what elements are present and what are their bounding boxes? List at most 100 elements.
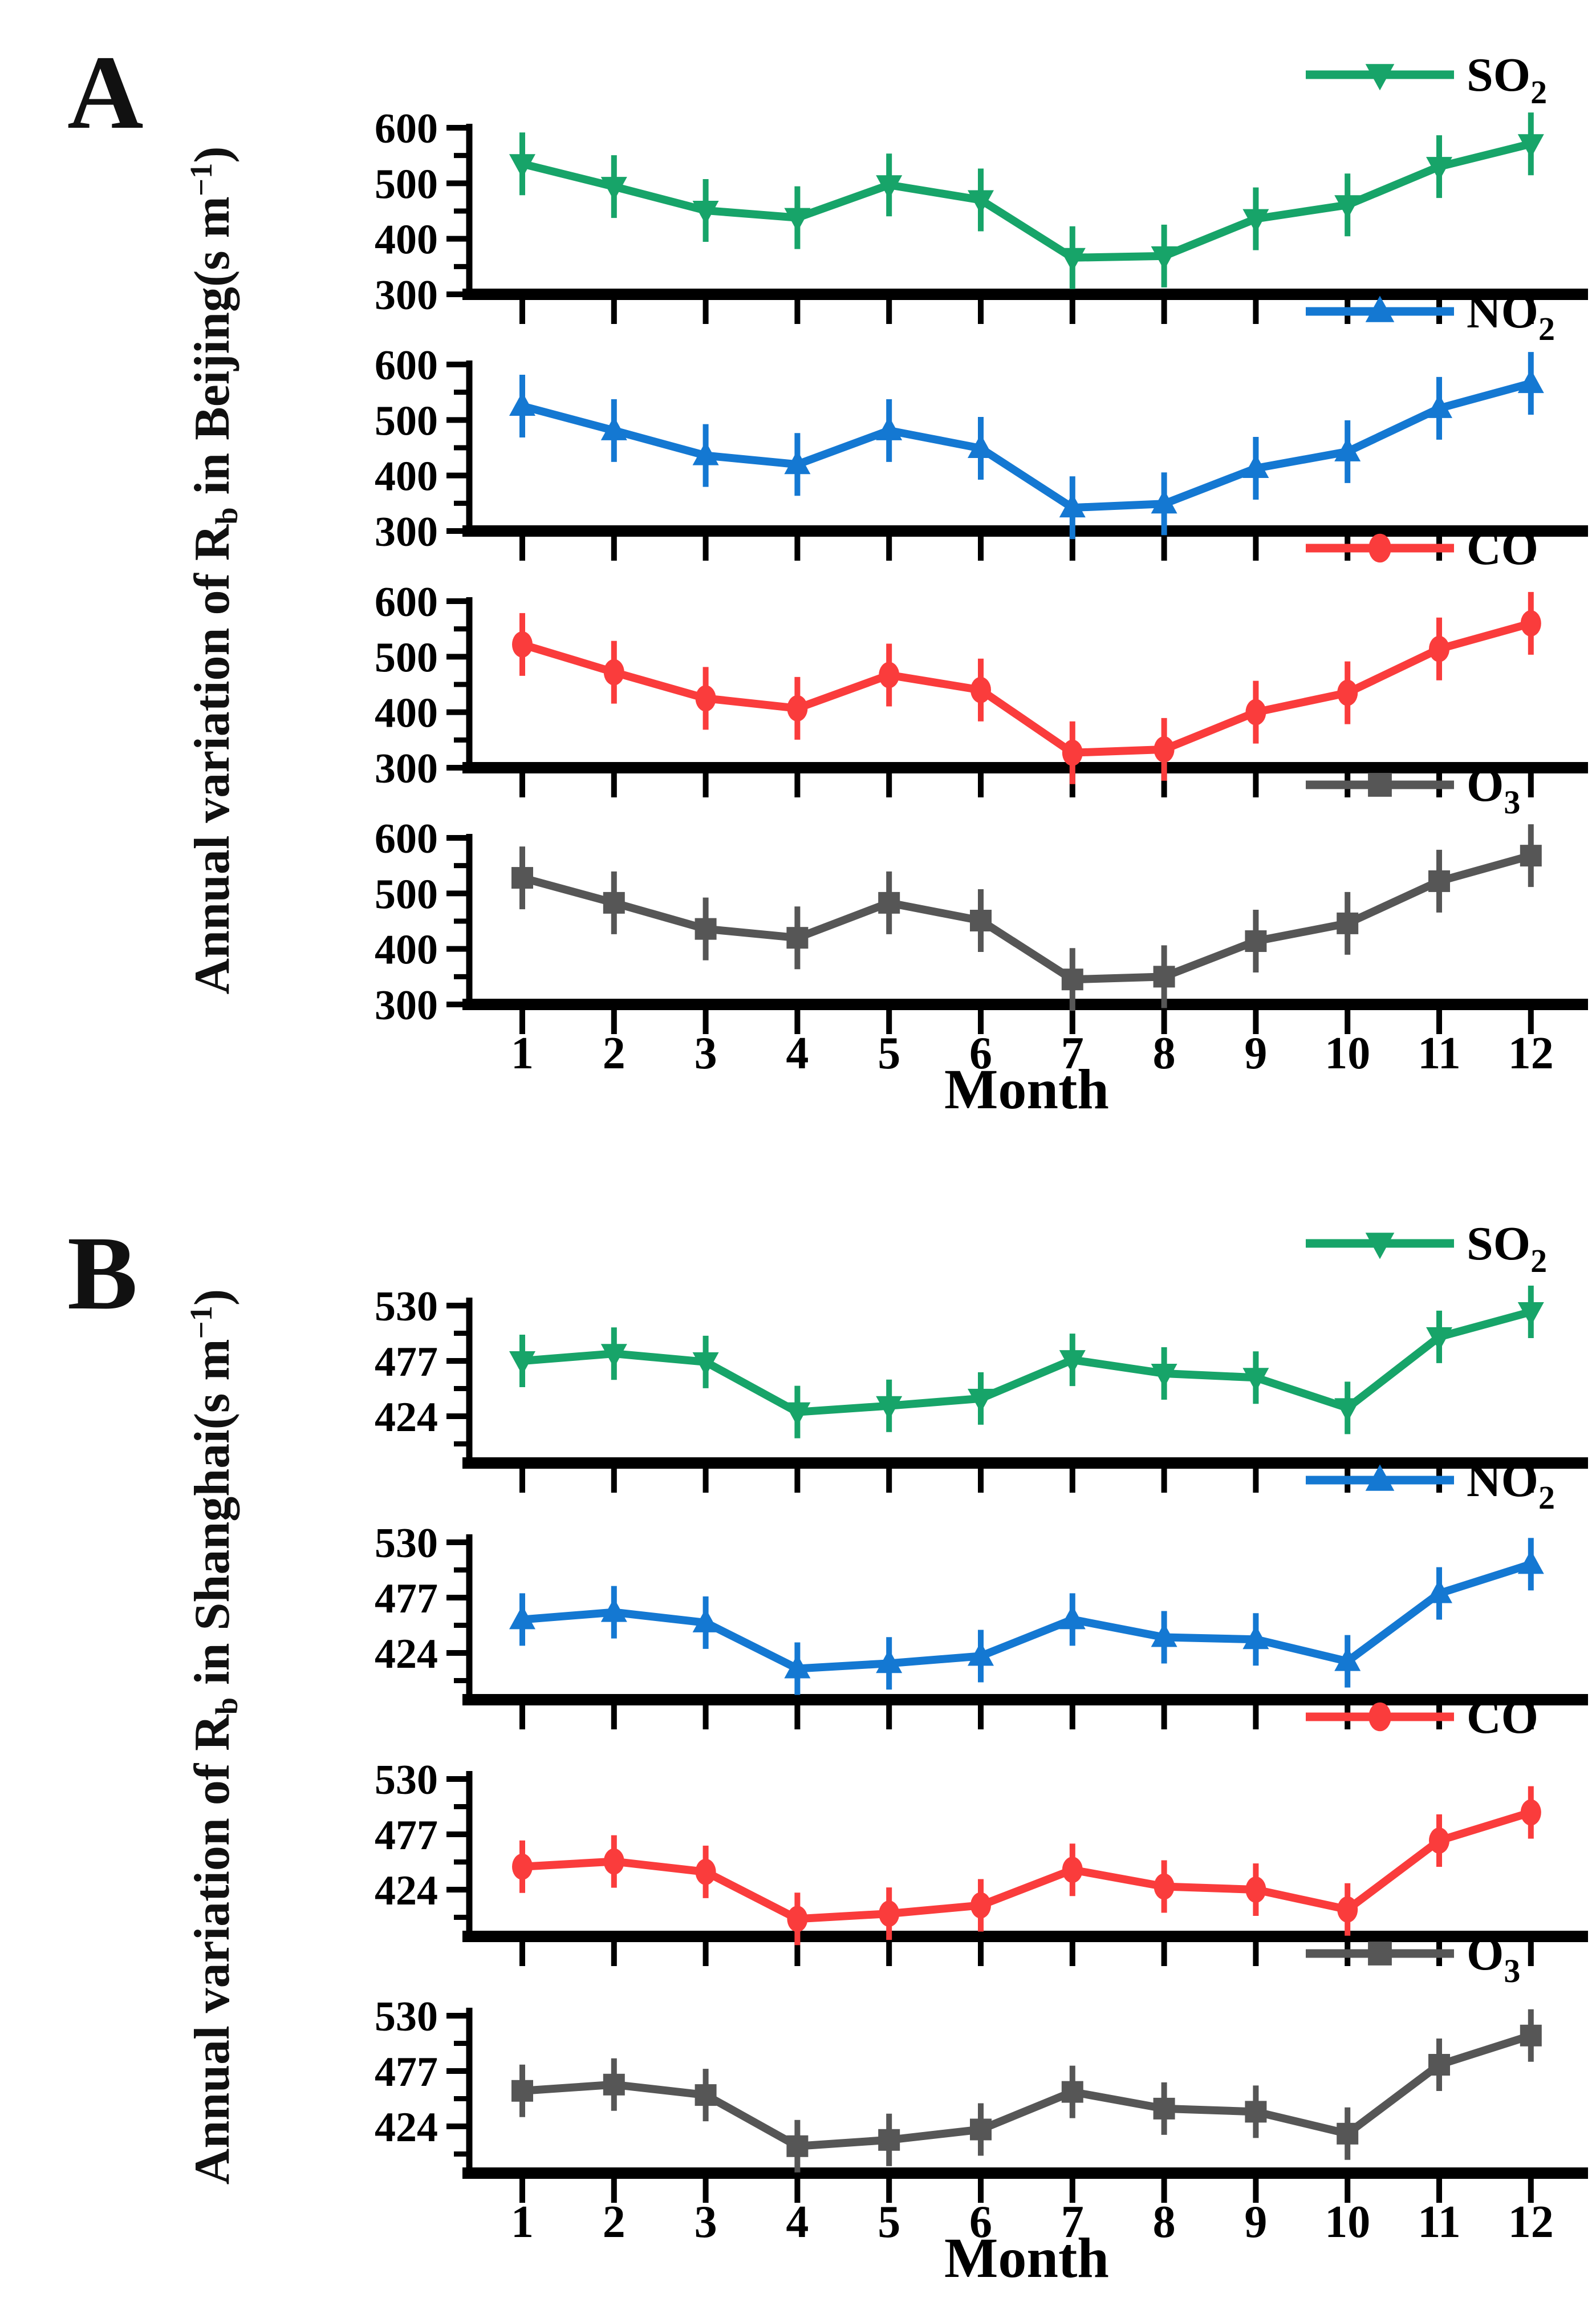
data-point-marker: [879, 662, 900, 688]
data-line: [518, 852, 1535, 984]
axes: 600 500 400 300: [375, 106, 1588, 324]
series-no2: [509, 352, 1544, 540]
data-point-marker: [509, 392, 535, 416]
legend-marker: [1368, 1942, 1392, 1966]
y-tick-label: 600: [375, 106, 438, 152]
legend-label-main: O: [1467, 1927, 1504, 1980]
data-point-marker: [968, 433, 994, 458]
x-tick-label: 11: [1418, 2197, 1461, 2247]
data-point-marker: [784, 450, 811, 475]
data-point-marker: [1242, 1368, 1269, 1392]
data-line: [518, 140, 1535, 262]
data-point-marker: [786, 927, 809, 949]
data-point-marker: [603, 1848, 624, 1875]
data-point-marker: [1061, 968, 1083, 991]
data-point-marker: [1428, 870, 1450, 892]
legend-label-main: SO: [1467, 48, 1530, 102]
data-point-marker: [1429, 1827, 1449, 1854]
legend-so2: SO2: [1306, 48, 1547, 111]
legend-marker: [1365, 1464, 1395, 1491]
data-point-marker: [1153, 966, 1175, 988]
data-point-marker: [1245, 699, 1266, 726]
axes: 530 477 424: [375, 1520, 1588, 1729]
data-point-marker: [784, 1402, 811, 1427]
data-point-marker: [1151, 246, 1177, 270]
x-tick-label: 1: [511, 2197, 534, 2247]
legend-label: CO: [1467, 1691, 1538, 1744]
data-point-marker: [1154, 1873, 1175, 1900]
data-point-marker: [970, 910, 992, 932]
panel-a-chart-so2: 600 500 400 300 SO2: [375, 48, 1588, 324]
data-point-marker: [1426, 157, 1452, 181]
y-tick-label: 530: [375, 1757, 438, 1804]
data-point-marker: [1428, 2054, 1450, 2076]
legend-co: CO: [1306, 1691, 1538, 1744]
axes: 600 500 400 300: [375, 342, 1588, 561]
data-point-marker: [1517, 134, 1544, 159]
data-point-marker: [1151, 1363, 1177, 1388]
y-tick-label: 424: [375, 2104, 438, 2151]
panel-b-chart-so2: 530 477 424 SO2: [375, 1217, 1588, 1493]
legend-no2: NO2: [1306, 1454, 1555, 1516]
data-line: [518, 379, 1535, 512]
legend-co: CO: [1306, 522, 1538, 575]
legend-label-main: SO: [1467, 1217, 1530, 1270]
axes: 530 477 424: [375, 1993, 1588, 2203]
data-point-marker: [1337, 912, 1359, 934]
x-tick-label: 2: [603, 2197, 626, 2247]
data-point-marker: [692, 201, 719, 225]
series-co: [512, 1786, 1541, 1946]
y-tick-label: 400: [375, 217, 438, 264]
series-co: [512, 591, 1541, 784]
x-tick-label: 7: [1061, 2197, 1084, 2247]
panel-a-chart-co: 600 500 400 300 CO: [375, 522, 1588, 797]
legend-marker: [1368, 1702, 1391, 1732]
data-point-marker: [600, 1598, 627, 1622]
y-tick-label: 400: [375, 690, 438, 737]
data-point-marker: [1426, 394, 1452, 418]
legend-marker: [1365, 1233, 1395, 1259]
x-tick-label: 1: [511, 1028, 534, 1079]
x-tick-label: 9: [1244, 2197, 1267, 2247]
y-tick-label: 300: [375, 272, 438, 319]
y-tick-label: 477: [375, 1339, 438, 1385]
x-tick-label: 9: [1244, 1028, 1267, 1079]
data-point-marker: [876, 175, 903, 200]
data-point-marker: [512, 1853, 533, 1880]
legend-label-subscript: 2: [1530, 1242, 1547, 1279]
data-point-marker: [1337, 2122, 1359, 2145]
axes: 600 500 400 300: [375, 816, 1588, 1034]
data-point-marker: [511, 2080, 533, 2102]
data-point-marker: [876, 416, 903, 440]
y-tick-label: 600: [375, 816, 438, 862]
series-no2: [509, 1538, 1544, 1695]
y-tick-label: 400: [375, 927, 438, 974]
data-point-marker: [1059, 493, 1086, 518]
y-tick-label: 424: [375, 1631, 438, 1677]
axes: 530 477 424: [375, 1757, 1588, 1966]
data-point-marker: [787, 695, 808, 722]
y-tick-label: 477: [375, 2049, 438, 2096]
data-point-marker: [600, 416, 627, 440]
y-tick-label: 300: [375, 982, 438, 1029]
data-point-marker: [876, 1396, 903, 1420]
data-point-marker: [1059, 1605, 1086, 1630]
legend-no2: NO2: [1306, 285, 1555, 347]
x-tick-label: 3: [695, 2197, 717, 2247]
data-point-marker: [1242, 209, 1269, 233]
legend-label: CO: [1467, 522, 1538, 575]
y-tick-label: 424: [375, 1394, 438, 1441]
x-axis-title: Month: [944, 1057, 1109, 1121]
x-tick-label: 11: [1418, 1028, 1461, 1079]
x-tick-label: 7: [1061, 1028, 1084, 1079]
data-point-marker: [1334, 195, 1361, 220]
x-tick-label: 6: [969, 2197, 992, 2247]
x-tick-label: 12: [1508, 2197, 1554, 2247]
x-tick-label: 12: [1508, 1028, 1554, 1079]
data-point-marker: [511, 867, 533, 889]
data-point-marker: [695, 918, 717, 940]
y-tick-label: 477: [375, 1812, 438, 1859]
series-so2: [509, 1285, 1544, 1438]
legend-label-subscript: 3: [1504, 1952, 1520, 1989]
y-tick-label: 500: [375, 634, 438, 681]
